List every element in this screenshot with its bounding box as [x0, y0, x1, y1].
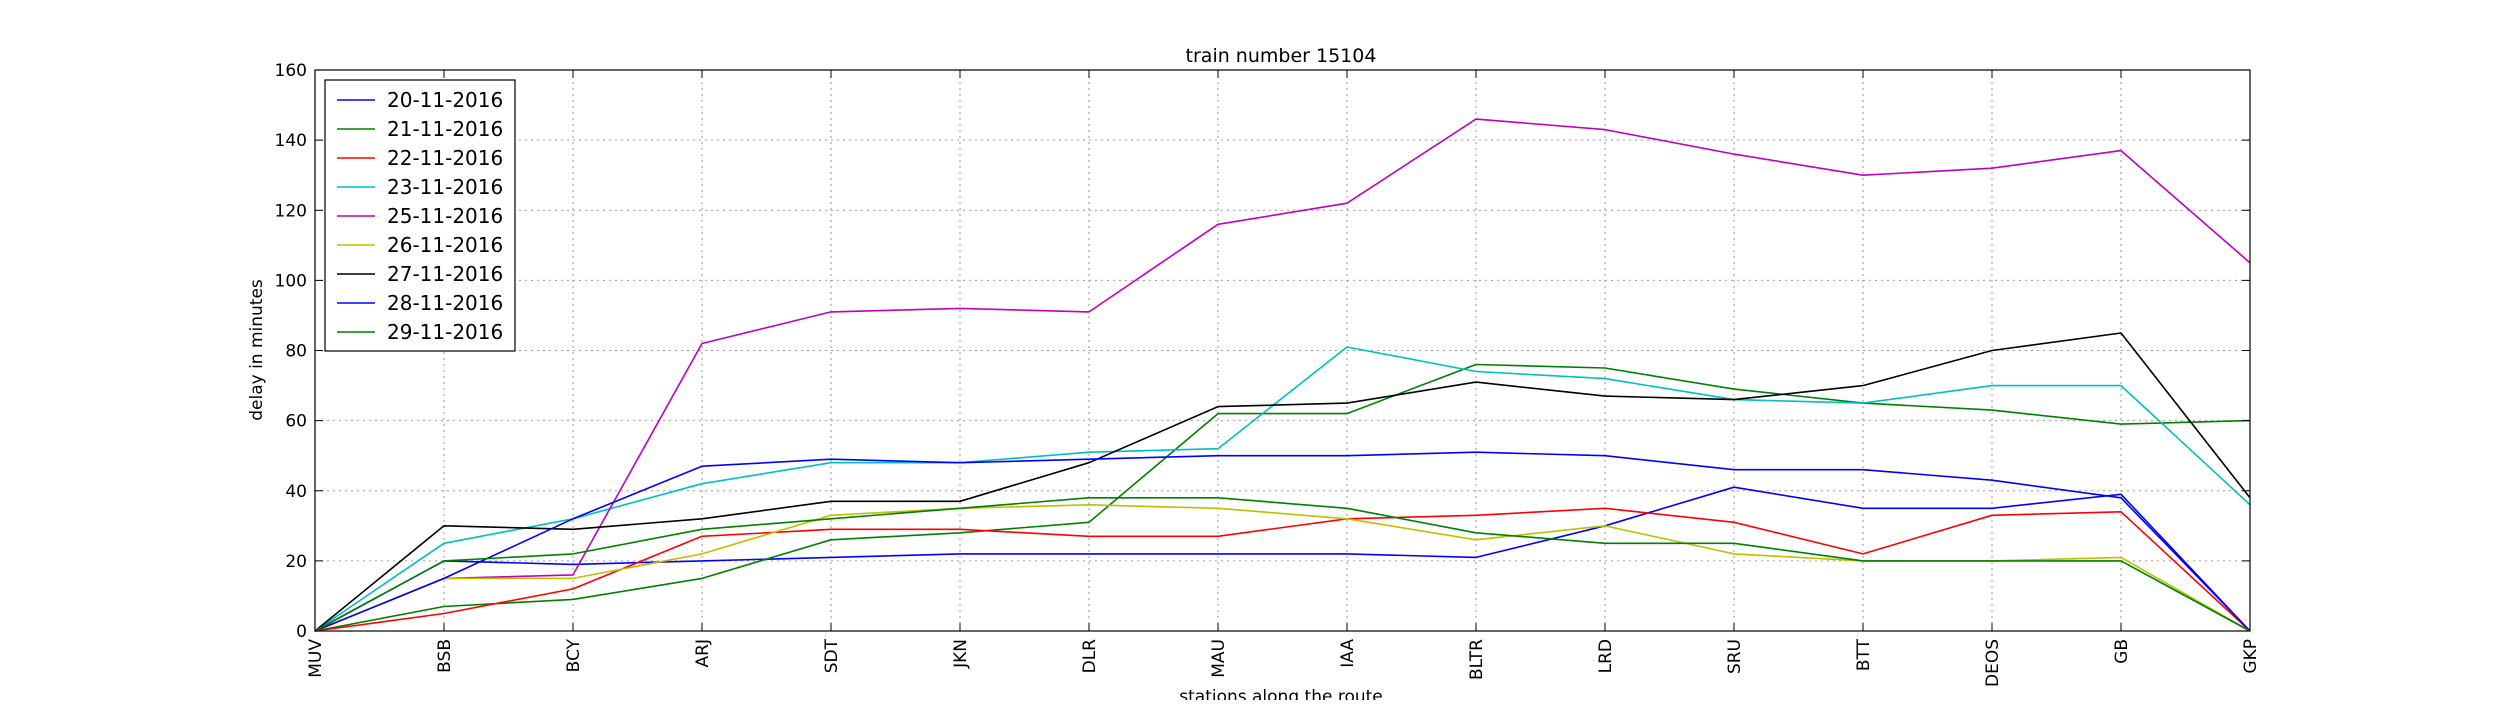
y-tick-label: 100	[275, 271, 307, 291]
legend-label: 21-11-2016	[387, 117, 503, 141]
legend-label: 23-11-2016	[387, 175, 503, 199]
x-tick-label: DLR	[1080, 639, 1100, 674]
series-line-21-11-2016	[314, 363, 2251, 632]
series-line-20-11-2016	[314, 486, 2251, 632]
y-tick-label: 140	[275, 131, 307, 151]
legend-label: 26-11-2016	[387, 233, 503, 257]
x-tick-label: GKP	[2241, 639, 2261, 674]
x-tick-label: IAA	[1338, 639, 1358, 668]
x-axis-ticks: MUV BSB BCY ARJ SDT JKN DLR MAU IAA BLTR LRD SRU BTT…	[306, 70, 2261, 687]
series-line-22-11-2016	[314, 507, 2251, 632]
legend: 20-11-2016 21-11-2016 22-11-2016 23-11-2016…	[324, 79, 516, 352]
y-tick-label: 60	[285, 412, 307, 432]
x-tick-label: MUV	[306, 639, 326, 678]
legend-label: 25-11-2016	[387, 204, 503, 228]
x-tick-label: BSB	[435, 639, 455, 673]
series-line-27-11-2016	[314, 332, 2251, 632]
y-tick-label: 20	[285, 552, 307, 572]
y-tick-label: 0	[296, 622, 307, 642]
x-tick-label: BLTR	[1467, 639, 1487, 680]
chart-title: train number 15104	[1186, 45, 1377, 67]
series-line-25-11-2016	[314, 118, 2251, 632]
x-axis-label: stations along the route	[1179, 687, 1383, 700]
x-tick-label: SRU	[1725, 639, 1745, 674]
x-tick-label: JKN	[951, 639, 971, 669]
series-line-28-11-2016	[314, 451, 2251, 632]
y-tick-label: 160	[275, 61, 307, 81]
x-tick-label: ARJ	[693, 639, 713, 667]
series-line-23-11-2016	[314, 346, 2251, 632]
grid-layer	[314, 69, 2251, 632]
x-tick-label: BTT	[1854, 638, 1874, 671]
series-line-29-11-2016	[314, 496, 2251, 632]
x-tick-label: BCY	[564, 638, 584, 672]
y-tick-label: 120	[275, 201, 307, 221]
series-layer	[314, 118, 2251, 632]
x-tick-label: LRD	[1596, 639, 1616, 673]
x-tick-label: SDT	[822, 638, 842, 673]
y-axis-ticks: 0 20 40 60 80 100 120 140 160	[275, 61, 2250, 642]
y-axis-label: delay in minutes	[247, 279, 267, 421]
legend-label: 22-11-2016	[387, 146, 503, 170]
y-tick-label: 80	[285, 342, 307, 362]
legend-label: 29-11-2016	[387, 320, 503, 344]
legend-label: 28-11-2016	[387, 291, 503, 315]
legend-label: 27-11-2016	[387, 262, 503, 286]
x-tick-label: DEOS	[1983, 639, 2003, 687]
y-tick-label: 40	[285, 482, 307, 502]
series-line-26-11-2016	[314, 503, 2251, 632]
x-tick-label: MAU	[1209, 639, 1229, 678]
x-tick-label: GB	[2112, 639, 2132, 664]
legend-label: 20-11-2016	[387, 88, 503, 112]
